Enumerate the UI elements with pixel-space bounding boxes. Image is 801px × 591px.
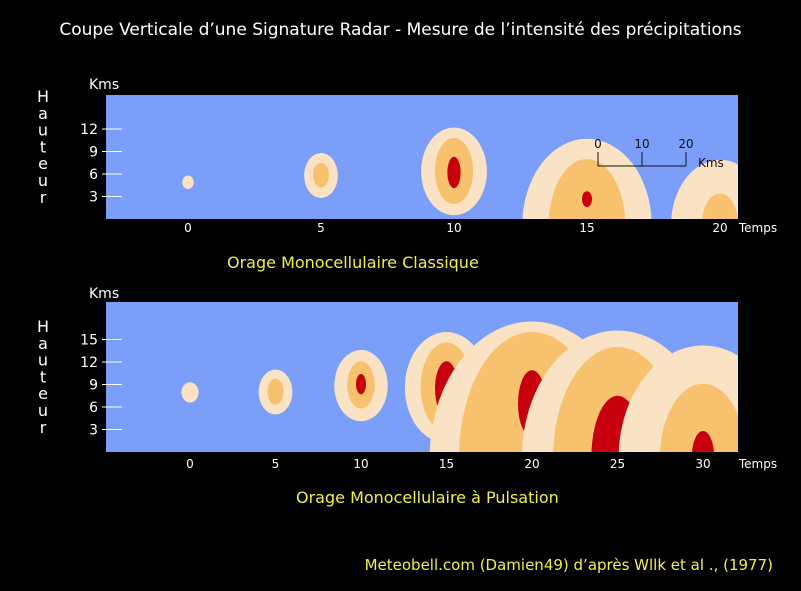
y-axis-letter: a (38, 334, 48, 353)
y-unit-label: Kms (89, 77, 119, 93)
x-tick-label: 15 (579, 221, 594, 235)
y-axis-letter: a (38, 104, 48, 123)
y-axis-letter: r (40, 418, 47, 437)
echo-light (181, 382, 199, 403)
y-tick-label: 6 (89, 167, 98, 183)
y-tick-label: 3 (89, 423, 98, 439)
x-tick-label: 5 (317, 221, 325, 235)
y-tick-label: 3 (89, 190, 98, 206)
echo-core (356, 374, 366, 395)
x-tick-label: 0 (184, 221, 192, 235)
scale-bar-unit: Kms (698, 156, 724, 170)
y-tick-label: 12 (80, 355, 98, 371)
echo-medium (660, 383, 738, 452)
echo-medium (702, 193, 738, 219)
x-tick-label: 25 (610, 457, 625, 471)
scale-bar-label: 20 (678, 137, 693, 151)
y-axis-letter: H (37, 87, 49, 106)
y-unit-label: Kms (89, 286, 119, 302)
y-tick-label: 9 (89, 378, 98, 394)
x-tick-label: 20 (524, 457, 539, 471)
y-axis-letter: t (40, 137, 46, 156)
echo-core (582, 191, 592, 207)
y-tick-label: 12 (80, 122, 98, 138)
y-axis-letter: H (37, 317, 49, 336)
storm-cells (181, 321, 738, 452)
caption-classic: Orage Monocellulaire Classique (227, 253, 479, 272)
storm-cell-15 (522, 138, 652, 219)
storm-cell-5 (258, 369, 293, 415)
echo-light (182, 175, 194, 189)
scale-bar: 0 10 20 Kms (594, 137, 724, 170)
x-tick-label: 5 (272, 457, 280, 471)
x-tick-label: 10 (446, 221, 461, 235)
y-tick-label: 15 (80, 333, 98, 349)
y-tick-label: 6 (89, 400, 98, 416)
y-axis-letter: u (38, 401, 48, 420)
echo-medium (548, 159, 626, 219)
echo-medium (313, 162, 329, 188)
y-tick-label: 9 (89, 145, 98, 161)
caption-pulsation: Orage Monocellulaire à Pulsation (296, 488, 559, 507)
x-axis-label: Temps (738, 457, 777, 471)
x-tick-label: 30 (695, 457, 710, 471)
x-tick-label: 15 (439, 457, 454, 471)
echo-core (691, 431, 715, 452)
x-tick-label: 10 (353, 457, 368, 471)
y-axis-letter: e (38, 154, 48, 173)
storm-cell-20 (671, 159, 738, 219)
scale-bar-label: 10 (634, 137, 649, 151)
storm-cell-10 (334, 350, 388, 422)
y-axis-letter: t (40, 367, 46, 386)
y-axis-letter: u (38, 171, 48, 190)
x-axis-label: Temps (738, 221, 777, 235)
scale-bar-label: 0 (594, 137, 602, 151)
y-axis-letter: e (38, 384, 48, 403)
y-axis-letter: u (38, 121, 48, 140)
y-axis-letter: u (38, 351, 48, 370)
storm-cells (182, 127, 738, 219)
y-axis-letter: r (40, 188, 47, 207)
storm-cell-5 (304, 153, 338, 198)
storm-cell-30 (618, 345, 738, 452)
x-tick-label: 0 (186, 457, 194, 471)
storm-cell-0 (182, 175, 194, 189)
echo-medium (267, 378, 284, 405)
storm-cell-10 (421, 127, 487, 216)
storm-cell-0 (181, 382, 199, 403)
x-tick-label: 20 (712, 221, 727, 235)
credit-text: Meteobell.com (Damien49) d’après Wllk et… (364, 556, 773, 574)
page-title: Coupe Verticale d’une Signature Radar - … (59, 20, 742, 40)
echo-core (447, 156, 461, 189)
